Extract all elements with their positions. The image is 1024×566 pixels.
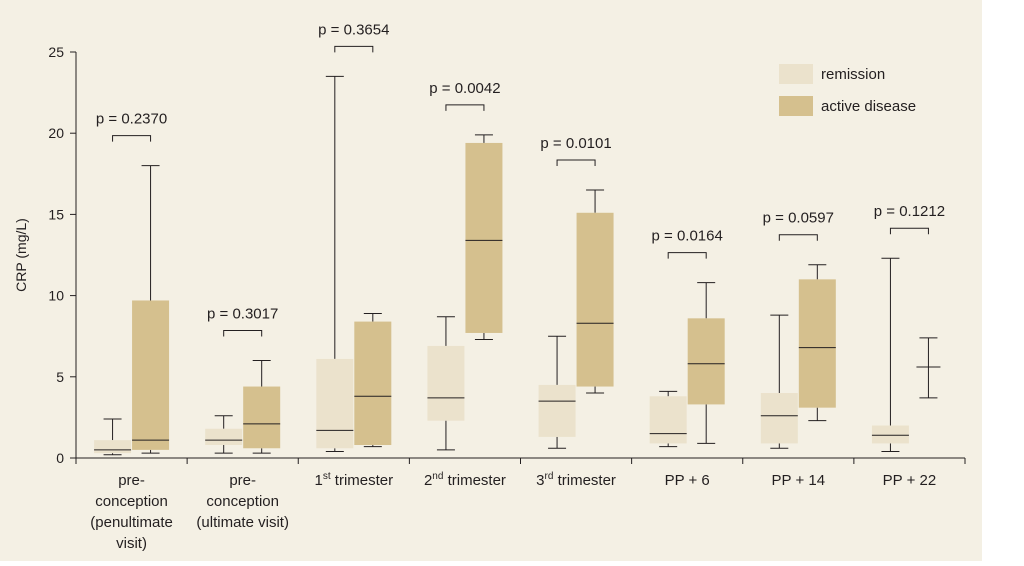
box-group-8: [871, 257, 941, 453]
x-category-label: PP + 22: [883, 472, 937, 489]
legend: remission active disease: [779, 64, 916, 116]
p-value-bracket: [445, 104, 485, 111]
x-category-label: PP + 14: [772, 472, 826, 489]
p-value-annotations: p = 0.2370 p = 0.3017 p = 0.3654 p = 0.0042…: [96, 21, 945, 337]
p-value-bracket: [556, 159, 596, 167]
crp-box-plot: 0 5 10 15 20 25 pre-conception (penultimate visi…: [13, 21, 966, 552]
legend-label-active-disease: active disease: [821, 98, 916, 115]
p-value-label: p = 0.0101: [540, 135, 611, 152]
y-tick-label: 25: [48, 44, 64, 60]
p-value-bracket: [334, 45, 374, 53]
x-category-label: pre-: [118, 472, 145, 489]
x-category-label: conception: [206, 493, 279, 510]
p-value-bracket: [889, 227, 929, 235]
box-group-5: [538, 189, 614, 449]
x-category-label: 3rd trimester: [536, 471, 616, 489]
box-plots: [94, 75, 941, 456]
active-disease-box: [687, 318, 725, 405]
y-tick-label: 15: [48, 206, 64, 222]
box-group-3: [316, 75, 392, 453]
p-value-label: p = 0.0042: [429, 80, 500, 97]
remission-box: [316, 358, 354, 449]
y-tick-label: 20: [48, 125, 64, 141]
active-disease-box: [465, 142, 503, 333]
active-disease-box: [132, 300, 170, 450]
legend-swatch-remission: [779, 64, 813, 84]
remission-box: [760, 393, 798, 444]
y-tick-label: 10: [48, 288, 64, 304]
remission-box: [538, 384, 576, 437]
active-disease-box: [243, 386, 281, 449]
p-value-label: p = 0.0597: [763, 210, 834, 227]
chart-container: 0 5 10 15 20 25 pre-conception (penultimate visi…: [0, 0, 982, 561]
p-value-bracket: [112, 135, 152, 142]
y-axis-label: CRP (mg/L): [13, 218, 29, 292]
p-value-bracket: [667, 252, 707, 259]
axes: 0 5 10 15 20 25 pre-conception (penultimate visi…: [48, 44, 966, 552]
box-group-2: [205, 360, 281, 454]
x-category-label: 2nd trimester: [424, 471, 506, 489]
p-value-label: p = 0.2370: [96, 111, 167, 128]
x-category-label: PP + 6: [665, 472, 710, 489]
x-category-label: visit): [116, 535, 147, 552]
p-value-label: p = 0.3654: [318, 21, 389, 38]
y-tick-label: 0: [56, 450, 64, 466]
legend-swatch-active-disease: [779, 96, 813, 116]
remission-box: [94, 440, 132, 454]
remission-box: [649, 396, 687, 444]
p-value-bracket: [778, 234, 818, 241]
remission-box: [427, 345, 465, 421]
x-category-label: (ultimate visit): [196, 514, 289, 531]
p-value-label: p = 0.3017: [207, 306, 278, 323]
x-category-label: 1st trimester: [314, 471, 393, 489]
legend-label-remission: remission: [821, 66, 885, 83]
remission-box: [871, 425, 909, 444]
box-group-6: [649, 282, 725, 448]
box-group-1: [94, 165, 170, 456]
y-tick-label: 5: [56, 369, 64, 385]
box-group-4: [427, 134, 503, 451]
x-category-label: pre-: [229, 472, 256, 489]
active-disease-box: [798, 279, 836, 408]
p-value-label: p = 0.0164: [652, 228, 723, 245]
remission-box: [205, 428, 243, 446]
x-category-label: (penultimate: [90, 514, 173, 531]
p-value-label: p = 0.1212: [874, 203, 945, 220]
box-group-7: [760, 264, 836, 449]
active-disease-box: [576, 212, 614, 387]
active-disease-box: [354, 321, 392, 446]
p-value-bracket: [223, 330, 263, 337]
x-category-label: conception: [95, 493, 168, 510]
